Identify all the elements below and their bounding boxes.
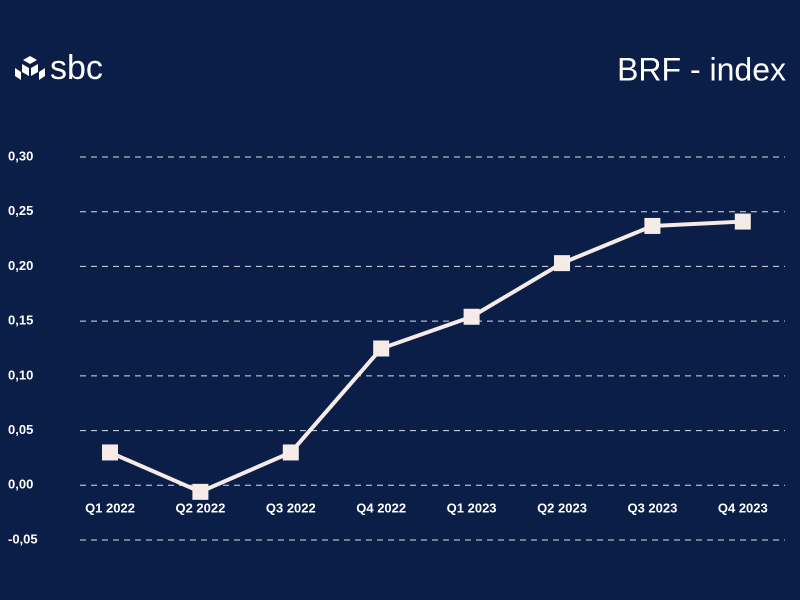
x-tick-label: Q2 2023 (537, 500, 587, 515)
y-tick-label: -0,05 (8, 531, 38, 546)
y-tick-label: 0,05 (8, 422, 33, 437)
point (192, 483, 209, 500)
y-tick-label: 0,30 (8, 148, 33, 163)
y-tick-label: 0,20 (8, 258, 33, 273)
point (463, 308, 480, 325)
logo-icon (15, 56, 45, 80)
point (644, 217, 661, 234)
y-tick-label: 0,25 (8, 203, 33, 218)
point (373, 340, 390, 357)
y-tick-label: 0,10 (8, 367, 33, 382)
chart-title: BRF - index (617, 51, 786, 87)
y-tick-label: 0,00 (8, 477, 33, 492)
x-tick-label: Q3 2023 (627, 500, 677, 515)
point (102, 444, 118, 461)
x-tick-label: Q4 2023 (718, 500, 768, 515)
line (109, 219, 743, 495)
point (554, 255, 570, 272)
point (734, 213, 751, 230)
y-tick-label: 0,15 (8, 313, 33, 328)
x-tick-label: Q3 2022 (266, 500, 316, 515)
x-tick-label: Q1 2022 (85, 500, 135, 515)
x-tick-label: Q1 2023 (447, 500, 497, 515)
x-tick-label: Q4 2022 (356, 500, 406, 515)
logo-text: sbc (50, 49, 103, 87)
x-tick-label: Q2 2022 (175, 500, 225, 515)
point (282, 444, 299, 461)
